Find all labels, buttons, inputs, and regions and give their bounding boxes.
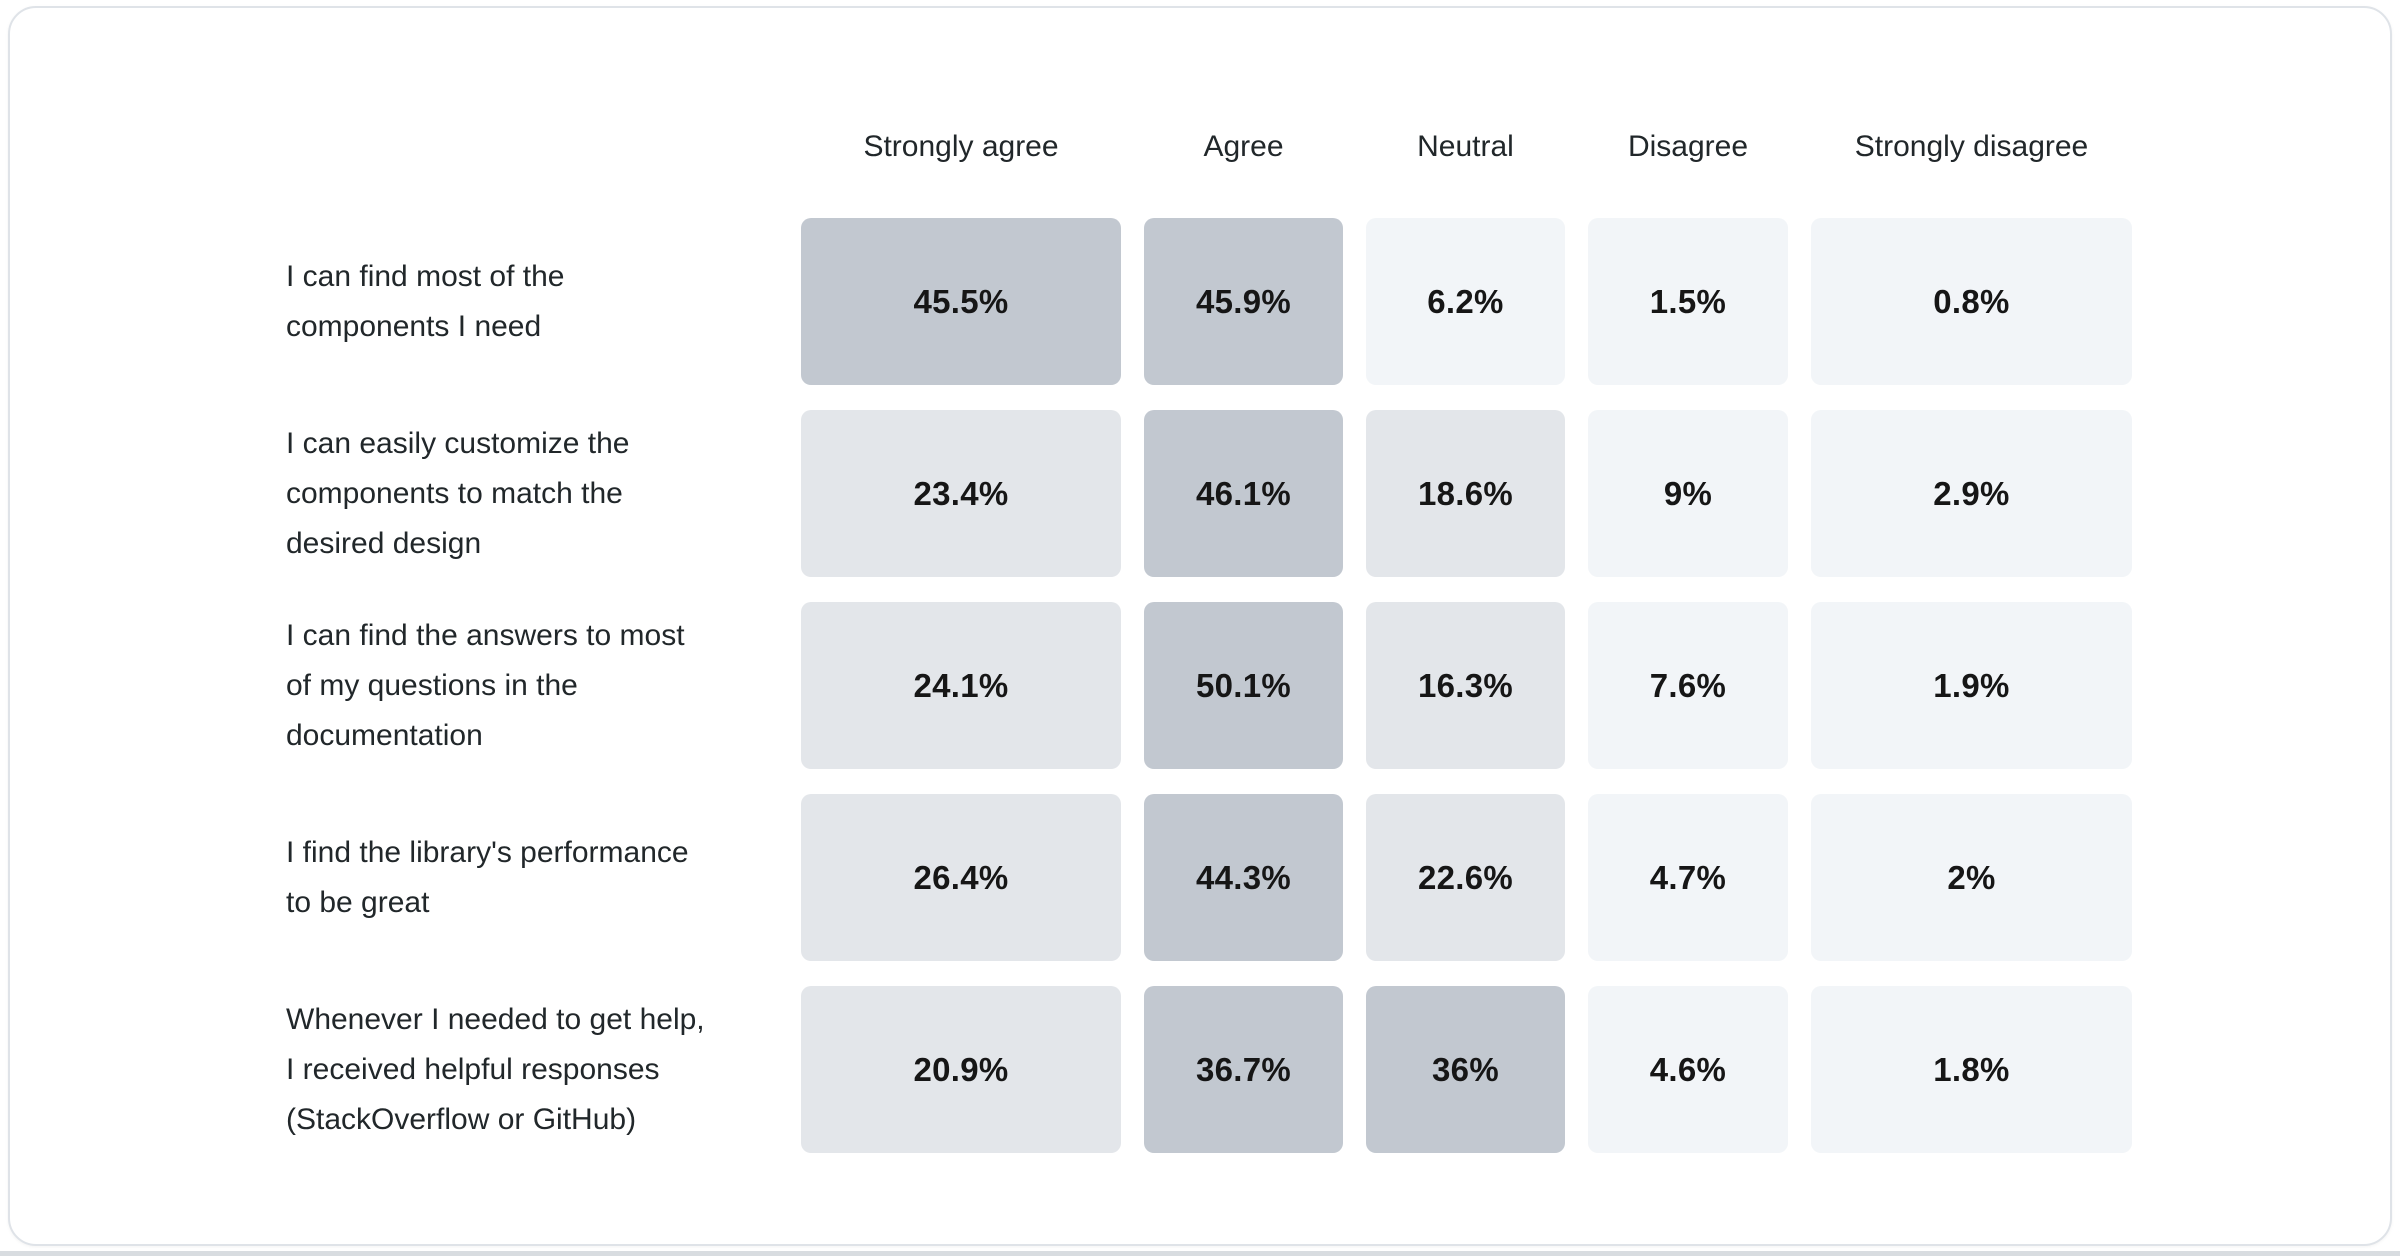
table-row: I can find most of the components I need… <box>286 218 2132 385</box>
cell-value: 1.5% <box>1649 282 1727 320</box>
heatmap-cell: 45.5% <box>801 218 1121 385</box>
heatmap-cell: 4.7% <box>1588 794 1788 961</box>
cell-value: 4.6% <box>1649 1050 1727 1088</box>
header-row: Strongly agree Agree Neutral Disagree Strong… <box>286 123 2132 171</box>
heatmap-cell: 26.4% <box>801 794 1121 961</box>
heatmap-cell: 0.8% <box>1811 218 2132 385</box>
cell-value: 16.3% <box>1417 666 1514 704</box>
cell-value: 50.1% <box>1195 666 1292 704</box>
row-label: I can find the answers to most of my que… <box>286 618 685 752</box>
heatmap-cell: 1.9% <box>1811 602 2132 769</box>
heatmap-cell: 7.6% <box>1588 602 1788 769</box>
column-header: Neutral <box>1417 130 1514 163</box>
cell-value: 2.9% <box>1933 474 2010 512</box>
cell-value: 26.4% <box>913 858 1009 896</box>
column-header: Strongly agree <box>863 130 1059 163</box>
column-header: Strongly disagree <box>1854 130 2089 163</box>
heatmap-cell: 1.8% <box>1811 986 2132 1153</box>
heatmap-cell: 16.3% <box>1366 602 1565 769</box>
cell-value: 1.8% <box>1933 1050 2010 1088</box>
heatmap-cell: 1.5% <box>1588 218 1788 385</box>
cell-value: 46.1% <box>1195 474 1292 512</box>
heatmap-cell: 24.1% <box>801 602 1121 769</box>
cell-value: 36.7% <box>1195 1050 1292 1088</box>
heatmap-cell: 45.9% <box>1144 218 1343 385</box>
heatmap-cell: 50.1% <box>1144 602 1343 769</box>
cell-value: 44.3% <box>1195 858 1292 896</box>
survey-results-card: Strongly agree Agree Neutral Disagree Strong… <box>8 6 2392 1246</box>
cell-value: 23.4% <box>913 474 1009 512</box>
heatmap-cell: 36% <box>1366 986 1565 1153</box>
cell-value: 45.9% <box>1195 282 1292 320</box>
cell-value: 22.6% <box>1417 858 1514 896</box>
table-row: Whenever I needed to get help, I receive… <box>286 986 2132 1153</box>
bottom-bar <box>0 1251 2400 1256</box>
row-label: Whenever I needed to get help, I receive… <box>286 1002 705 1136</box>
table-row: I find the library's performance to be g… <box>286 794 2132 961</box>
header-spacer <box>286 123 778 171</box>
heatmap-cell: 2.9% <box>1811 410 2132 577</box>
cell-value: 0.8% <box>1933 282 2010 320</box>
table-row: I can easily customize the components to… <box>286 410 2132 577</box>
cell-value: 9% <box>1663 474 1713 512</box>
cell-value: 18.6% <box>1417 474 1514 512</box>
column-header: Disagree <box>1627 130 1749 163</box>
row-label: I can easily customize the components to… <box>286 426 630 560</box>
cell-value: 20.9% <box>913 1050 1009 1088</box>
heatmap-cell: 9% <box>1588 410 1788 577</box>
cell-value: 2% <box>1947 858 1996 896</box>
heatmap-cell: 36.7% <box>1144 986 1343 1153</box>
cell-value: 24.1% <box>913 666 1009 704</box>
cell-value: 1.9% <box>1933 666 2010 704</box>
heatmap-cell: 20.9% <box>801 986 1121 1153</box>
heatmap-cell: 23.4% <box>801 410 1121 577</box>
table-row: I can find the answers to most of my que… <box>286 602 2132 769</box>
heatmap-cell: 22.6% <box>1366 794 1565 961</box>
cell-value: 6.2% <box>1427 282 1504 320</box>
row-label: I find the library's performance to be g… <box>286 835 689 919</box>
cell-value: 7.6% <box>1649 666 1727 704</box>
heatmap-cell: 44.3% <box>1144 794 1343 961</box>
heatmap-cell: 18.6% <box>1366 410 1565 577</box>
cell-value: 36% <box>1432 1050 1499 1088</box>
cell-value: 45.5% <box>913 282 1009 320</box>
row-label: I can find most of the components I need <box>286 259 565 343</box>
heatmap-cell: 4.6% <box>1588 986 1788 1153</box>
cell-value: 4.7% <box>1649 858 1727 896</box>
survey-heatmap: Strongly agree Agree Neutral Disagree Strong… <box>286 123 2132 1178</box>
column-header: Agree <box>1203 130 1284 163</box>
heatmap-cell: 6.2% <box>1366 218 1565 385</box>
heatmap-cell: 46.1% <box>1144 410 1343 577</box>
heatmap-cell: 2% <box>1811 794 2132 961</box>
heatmap-rows: I can find most of the components I need… <box>286 218 2132 1153</box>
